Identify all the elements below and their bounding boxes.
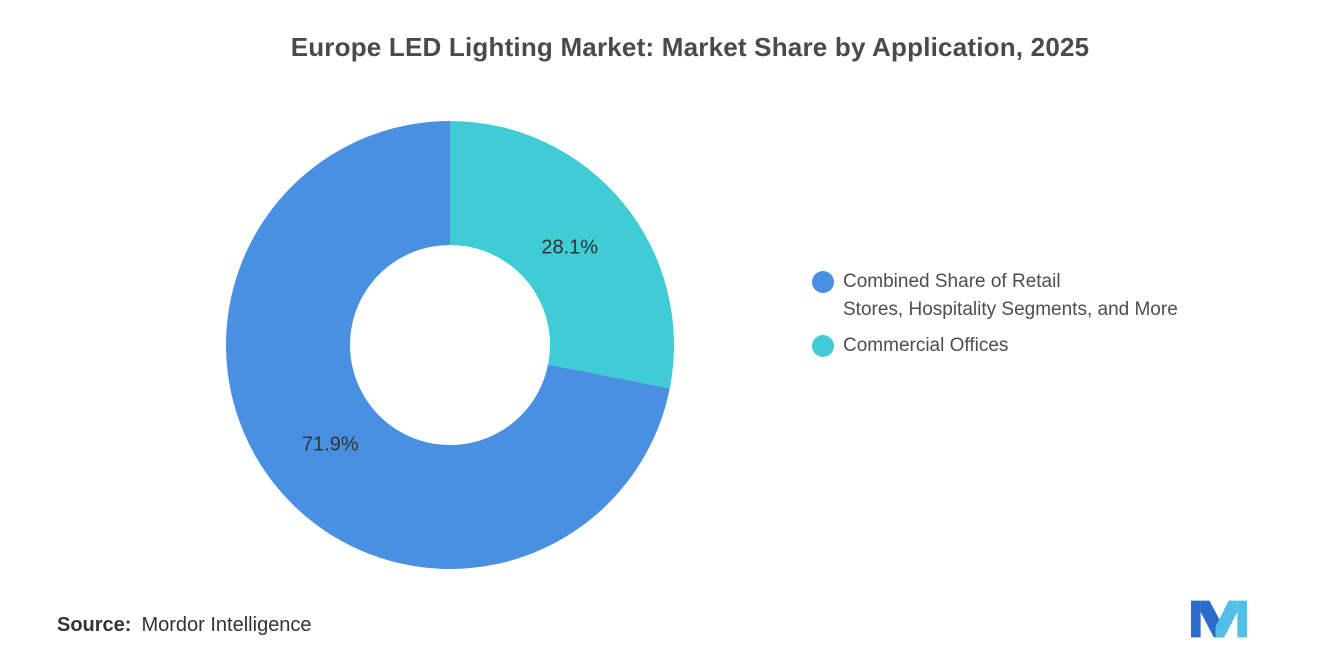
source-label: Source: — [57, 614, 132, 636]
legend-swatch — [812, 271, 834, 293]
chart-title: Europe LED Lighting Market: Market Share… — [290, 32, 1090, 62]
pie-slice[interactable] — [226, 121, 670, 569]
legend-item[interactable]: Combined Share of Retail Stores, Hospital… — [812, 268, 1178, 324]
legend-swatch — [812, 335, 834, 357]
source-line: Source: Mordor Intelligence — [57, 614, 312, 637]
legend-label: Combined Share of Retail Stores, Hospital… — [843, 271, 1178, 320]
slice-value-label: 28.1% — [541, 237, 598, 259]
mordor-intelligence-logo — [1191, 600, 1247, 638]
pie-slice[interactable] — [450, 121, 675, 389]
chart-legend: Combined Share of Retail Stores, Hospital… — [812, 268, 1178, 368]
legend-item[interactable]: Commercial Offices — [812, 332, 1178, 360]
slice-value-label: 71.9% — [302, 433, 359, 455]
legend-label: Commercial Offices — [843, 335, 1009, 356]
source-value: Mordor Intelligence — [141, 614, 312, 636]
donut-chart-svg: 28.1% 71.9% — [226, 121, 675, 569]
donut-chart: 28.1% 71.9% — [220, 115, 680, 575]
